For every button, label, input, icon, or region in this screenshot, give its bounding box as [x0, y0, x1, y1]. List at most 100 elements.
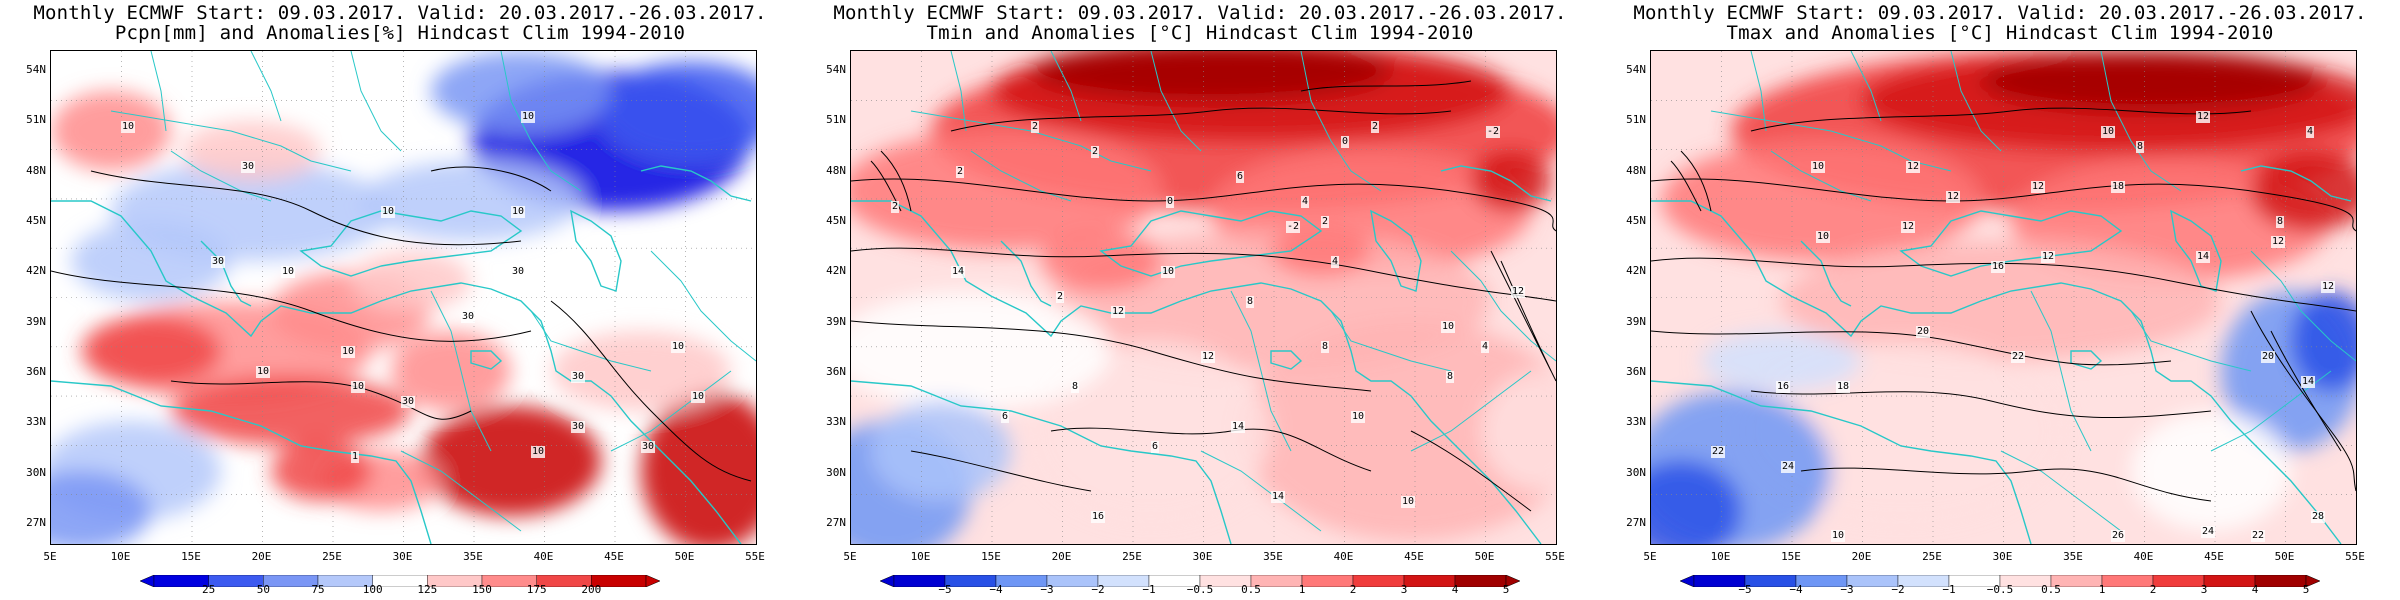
latitude-label: 33N — [826, 415, 846, 429]
longitude-label: 30E — [1192, 550, 1213, 563]
latitude-label: 42N — [26, 264, 46, 278]
contour-label: 30 — [461, 311, 476, 323]
anomaly-patch — [1781, 241, 2221, 361]
longitude-label: 55E — [745, 550, 765, 563]
contour-label: 12 — [2031, 181, 2046, 193]
longitude-label: 50E — [674, 550, 695, 563]
contour-label: 6 — [1236, 171, 1245, 183]
contour-label: 30 — [511, 266, 526, 278]
colorbar-label: −4 — [989, 583, 1003, 596]
contour-line — [51, 270, 532, 342]
country-border — [1200, 450, 1322, 532]
colorbar-label: −4 — [1789, 583, 1803, 596]
contour-label: 24 — [2201, 526, 2216, 538]
contour-label: 30 — [571, 421, 586, 433]
contour-label: 6 — [1001, 411, 1010, 423]
latitude-label: 27N — [826, 516, 846, 529]
country-border — [400, 450, 522, 532]
contour-label: 22 — [1711, 446, 1726, 458]
longitude-label: 35E — [463, 550, 483, 563]
latitude-label: 39N — [826, 314, 846, 328]
longitude-label: 5E — [843, 550, 857, 563]
colorbar-label: −3 — [1840, 583, 1854, 596]
colorbar-label: 200 — [581, 583, 602, 596]
contour-label: 10 — [1161, 266, 1176, 278]
panel-title-line1: Monthly ECMWF Start: 09.03.2017. Valid: … — [1633, 2, 2367, 24]
longitude-label: 15E — [181, 550, 201, 563]
contour-label: 30 — [211, 256, 226, 268]
country-border — [430, 290, 492, 452]
anomaly-patch — [81, 316, 221, 386]
country-border — [1050, 51, 1082, 122]
latitude-label: 45N — [826, 214, 846, 227]
colorbar-label: 175 — [526, 583, 547, 596]
precip-panel: Monthly ECMWF Start: 09.03.2017. Valid: … — [0, 0, 800, 600]
colorbar-label: 0.5 — [1241, 583, 1261, 596]
colorbar-label: −0.5 — [1986, 583, 2014, 596]
colorbar-label: −1 — [1942, 583, 1956, 596]
country-border — [2030, 290, 2092, 452]
colorbar-label: 75 — [311, 583, 325, 596]
anomaly-patch — [71, 221, 231, 301]
latitude-label: 54N — [1626, 63, 1646, 76]
latitude-label: 42N — [826, 264, 846, 278]
colorbar-low-arrow — [880, 575, 895, 587]
anomaly-patch — [181, 121, 321, 181]
country-border — [1750, 51, 1767, 132]
contour-label: 8 — [1071, 381, 1080, 393]
tmax-panel: Monthly ECMWF Start: 09.03.2017. Valid: … — [1600, 0, 2400, 600]
contour-label: 14 — [2301, 376, 2316, 388]
coastline — [640, 165, 752, 202]
longitude-label: 25E — [322, 550, 342, 563]
colorbar-label: 1 — [1298, 583, 1306, 596]
anomaly-patch — [1241, 321, 1556, 541]
longitude-label: 45E — [604, 550, 624, 563]
anomaly-patch — [1031, 341, 1271, 521]
panel-title-line2: Tmin and Anomalies [°C] Hindcast Clim 19… — [926, 22, 1474, 44]
latitude-label: 54N — [26, 63, 46, 76]
contour-label: 2 — [1031, 121, 1040, 133]
latitude-label: 42N — [1626, 264, 1646, 278]
country-border — [1410, 370, 1532, 452]
contour-label: 10 — [121, 121, 136, 133]
latitude-label: 36N — [1626, 365, 1646, 378]
longitude-label: 45E — [2204, 550, 2224, 563]
coastline — [570, 209, 622, 292]
country-border — [1770, 150, 1872, 202]
longitude-label: 55E — [2345, 550, 2365, 563]
contour-label: 14 — [951, 266, 966, 278]
longitude-label: 10E — [910, 550, 931, 563]
longitude-label: 30E — [392, 550, 413, 563]
contour-label: 22 — [2011, 351, 2026, 363]
coastline — [1651, 380, 2032, 544]
precip-colorbar — [140, 575, 660, 591]
coastline — [1370, 209, 1422, 292]
colorbar-label: 0.5 — [2041, 583, 2061, 596]
latitude-label: 27N — [26, 516, 46, 529]
latitude-label: 36N — [26, 365, 46, 378]
longitude-label: 20E — [251, 550, 272, 563]
contour-line — [851, 247, 1556, 302]
country-border — [170, 150, 272, 202]
coastline — [851, 380, 1232, 544]
colorbar-label: 4 — [1451, 583, 1459, 596]
contour-line — [1750, 390, 2212, 419]
colorbar-label: −5 — [1738, 583, 1752, 596]
latitude-label: 48N — [826, 163, 846, 177]
colorbar-label: 5 — [1502, 583, 1510, 596]
longitude-label: 20E — [1851, 550, 1872, 563]
coastline — [1899, 210, 2123, 277]
anomaly-patch — [2251, 151, 2356, 231]
colorbar-high-arrow — [2305, 575, 2320, 587]
tmin-panel: Monthly ECMWF Start: 09.03.2017. Valid: … — [800, 0, 1600, 600]
anomaly-patch — [851, 131, 1161, 251]
contour-line — [1651, 257, 2356, 312]
contour-line — [1750, 107, 2252, 132]
colorbar-high-arrow — [645, 575, 660, 587]
contour-line — [1410, 430, 1532, 512]
colorbar-swatches — [880, 575, 1520, 587]
anomaly-patch — [361, 161, 581, 241]
colorbar-label: 125 — [417, 583, 438, 596]
latitude-label: 30N — [826, 465, 846, 479]
contour-label: 2 — [956, 166, 965, 178]
